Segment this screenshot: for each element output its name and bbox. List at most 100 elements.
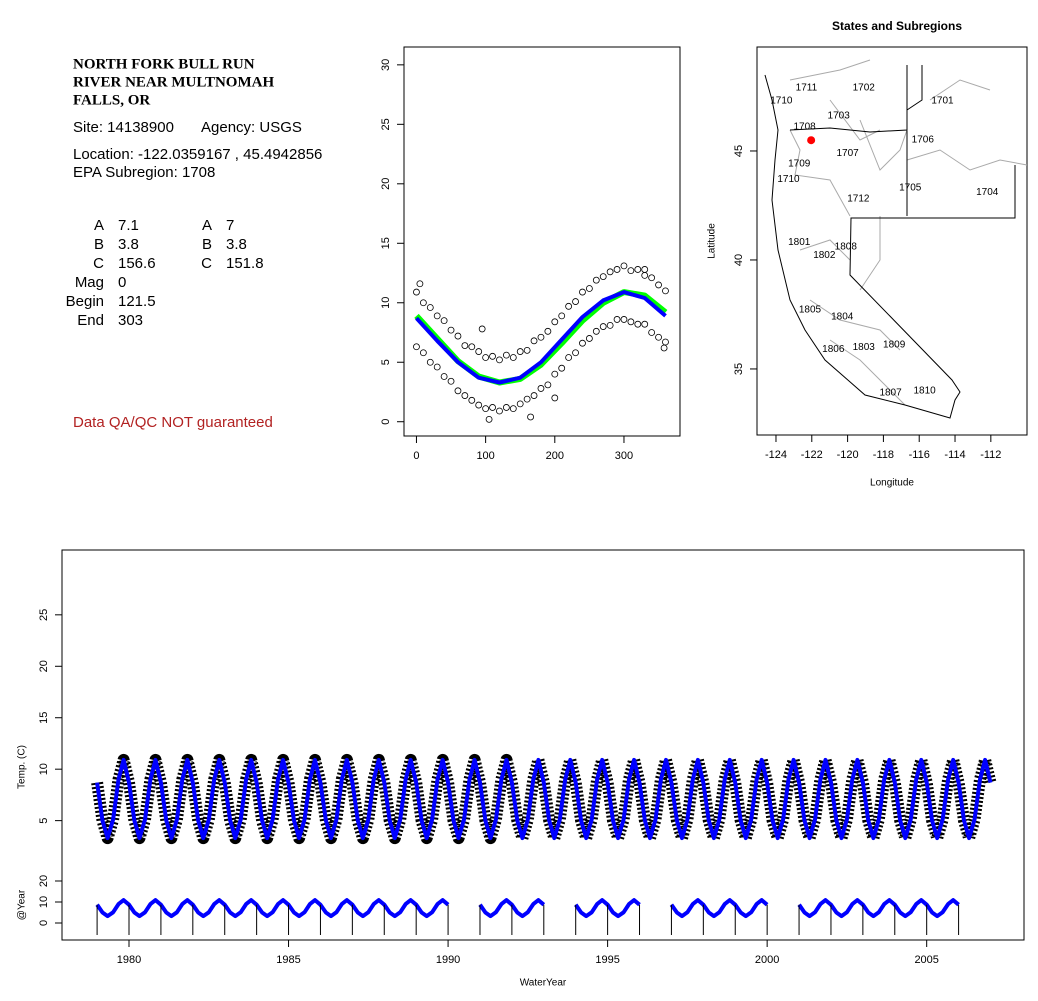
station-title: NORTH FORK BULL RUN [73,56,255,72]
y2-tick-label: 20 [38,875,50,887]
data-point [627,267,635,275]
x-tick-label: -120 [837,449,859,461]
fit-line [414,289,668,386]
region-label: 1702 [853,82,876,93]
data-point [627,318,635,326]
y-tick-label: 25 [380,118,392,130]
y-axis-label: Latitude [707,223,718,259]
region-label: 1701 [931,95,954,106]
region-label: 1803 [853,342,876,353]
x-tick-label: -112 [980,449,1001,461]
data-point [662,338,669,346]
x-tick-label: -122 [801,449,823,461]
data-point [489,352,496,360]
region-label: 1808 [835,242,858,253]
data-point [544,327,552,335]
data-point [565,302,573,310]
x-tick-label: -118 [873,449,894,461]
data-point [461,392,469,399]
data-point [620,316,628,323]
data-point [461,342,469,349]
y-tick-label: 5 [38,818,50,824]
data-point [544,381,552,389]
data-point [475,348,483,355]
data-point [530,337,538,345]
param-value: 121.5 [118,293,156,310]
data-point [496,356,503,364]
data-point [655,281,662,289]
region-label: 1810 [913,385,936,396]
location: Location: -122.0359167 , 45.4942856 [73,146,322,163]
param-value: 303 [118,312,143,329]
param-label: A [202,217,212,234]
y-tick-label: 10 [380,297,392,309]
data-point [655,333,662,341]
data-point [572,298,579,305]
agency: Agency: USGS [201,119,302,136]
data-point [537,333,545,341]
data-point [468,396,476,404]
data-point [440,317,448,325]
subregion: EPA Subregion: 1708 [73,164,215,181]
region-label: 1712 [847,194,870,205]
y-tick-label: 20 [38,660,50,672]
data-point [551,318,559,326]
data-point [660,344,668,352]
data-point [613,316,621,323]
x-tick-label: 2000 [755,954,779,966]
y-tick-label: 15 [380,237,392,249]
y-tick-label: 10 [38,763,50,775]
data-point [509,405,517,413]
data-point [585,335,593,342]
data-point [579,288,586,296]
data-point [523,395,531,403]
region-label: 1806 [822,344,845,355]
map-outlines [764,59,1028,419]
series-line [95,757,993,841]
data-point [416,280,424,288]
param-label: B [202,236,212,253]
y-axis-label: Temp. (C) [17,745,28,789]
region-label: 1805 [799,305,822,316]
data-point [454,387,462,395]
y-tick-label: 15 [38,712,50,724]
data-point [502,351,510,359]
region-label: 1706 [912,135,935,146]
region-label: 1708 [794,122,817,133]
data-point [592,327,600,335]
x-tick-label: 100 [476,450,494,462]
param-value: 0 [118,274,126,291]
x-tick-label: 1995 [595,954,619,966]
data-point [440,373,448,380]
param-value: 3.8 [226,236,247,253]
data-point [648,274,656,282]
param-value: 156.6 [118,255,156,272]
param-label: C [201,255,212,272]
x-tick-label: 0 [413,450,419,462]
data-point [585,285,593,292]
region-label: 1705 [899,183,922,194]
data-point [433,363,441,371]
data-point [662,287,669,295]
param-label: A [94,217,104,234]
data-point [419,299,427,307]
x-tick-label: -114 [944,449,965,461]
data-point [613,266,621,273]
data-point [579,339,586,347]
y2-tick-label: 0 [38,920,50,926]
series-line [95,898,960,919]
region-label: 1809 [883,340,906,351]
data-point [489,404,496,411]
data-point [419,349,427,357]
data-point [606,268,614,276]
data-point [551,394,559,402]
fit-line [415,290,667,385]
data-point [413,343,420,351]
region-label: 1711 [796,82,818,93]
data-point [502,404,510,411]
region-label: 1807 [879,388,902,399]
data-point [426,358,434,366]
data-point [485,415,493,423]
